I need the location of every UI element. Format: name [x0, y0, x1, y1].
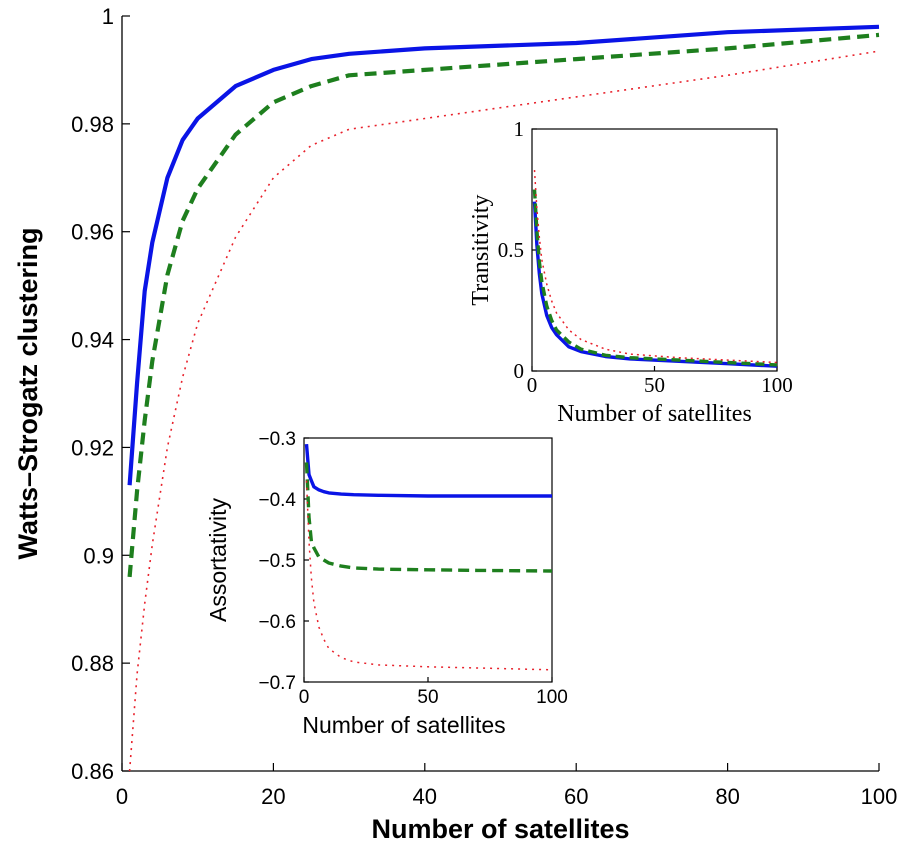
inset-transitivity-x-tick-label: 100	[761, 373, 793, 397]
main-y-tick-label: 0.98	[71, 112, 114, 137]
main-x-tick-label: 60	[564, 784, 588, 809]
main-x-tick-label: 100	[861, 784, 898, 809]
main-series-dotted-line	[128, 50, 880, 772]
inset-transitivity-x-tick-label: 50	[644, 373, 665, 397]
inset-assortativity-series-dashed-line	[304, 462, 553, 573]
main-y-tick-label: 0.86	[71, 759, 114, 784]
inset-assortativity-series-dotted-line	[305, 480, 553, 671]
main-x-axis-title: Number of satellites	[371, 814, 629, 844]
inset-transitivity-y-tick-label: 0	[514, 359, 525, 383]
inset-transitivity-x-axis-title: Number of satellites	[557, 401, 752, 427]
main-y-tick-label: 0.92	[71, 435, 114, 460]
main-y-tick-label: 0.9	[83, 543, 114, 568]
inset-assortativity-y-tick-label: −0.7	[258, 673, 296, 694]
inset-assortativity-series-solid-line	[304, 443, 552, 498]
main-series-dashed-line	[127, 32, 880, 578]
main-y-tick-label: 0.96	[71, 220, 114, 245]
inset-assortativity-y-tick-label: −0.3	[258, 429, 296, 450]
main-y-tick-label: 1	[102, 4, 114, 29]
inset-assortativity-y-tick-label: −0.6	[258, 612, 296, 633]
main-series-solid-line	[127, 24, 880, 486]
main-plot: 0 20 40 60 80 1000.860.880.90.920.940.960.981…	[13, 4, 897, 844]
inset-assortativity-x-tick-label: 0	[299, 687, 310, 708]
inset-transitivity-y-tick-label: 1	[514, 117, 525, 141]
inset-assortativity-plot: 0 50 100 −0.7 −0.6 −0.5 −0.4 −0.3 Number of sate…	[205, 429, 568, 738]
main-x-tick-label: 80	[715, 784, 739, 809]
main-x-tick-label: 40	[413, 784, 437, 809]
inset-assortativity-x-axis-title: Number of satellites	[302, 712, 505, 738]
main-y-tick-label: 0.88	[71, 651, 114, 676]
main-y-tick-label: 0.94	[71, 328, 114, 353]
inset-transitivity-y-tick-label: 0.5	[498, 238, 524, 262]
main-x-tick-label: 0	[116, 784, 128, 809]
main-x-tick-label: 20	[261, 784, 285, 809]
inset-assortativity-x-tick-label: 50	[417, 687, 438, 708]
inset-assortativity-x-tick-label: 100	[536, 687, 568, 708]
inset-assortativity-y-axis-title: Assortativity	[205, 498, 231, 622]
inset-transitivity-plot: 0 50 100 0 0.5 1 Number of satellites Transitiv…	[468, 117, 793, 427]
main-y-axis-title: Watts–Strogatz clustering	[13, 227, 43, 559]
inset-assortativity-y-tick-label: −0.5	[258, 551, 296, 572]
inset-assortativity-y-tick-label: −0.4	[258, 490, 296, 511]
inset-transitivity-y-axis-title: Transitivity	[468, 194, 494, 305]
inset-transitivity-x-tick-label: 0	[527, 373, 538, 397]
inset-transitivity-series-dashed-line	[532, 189, 778, 367]
